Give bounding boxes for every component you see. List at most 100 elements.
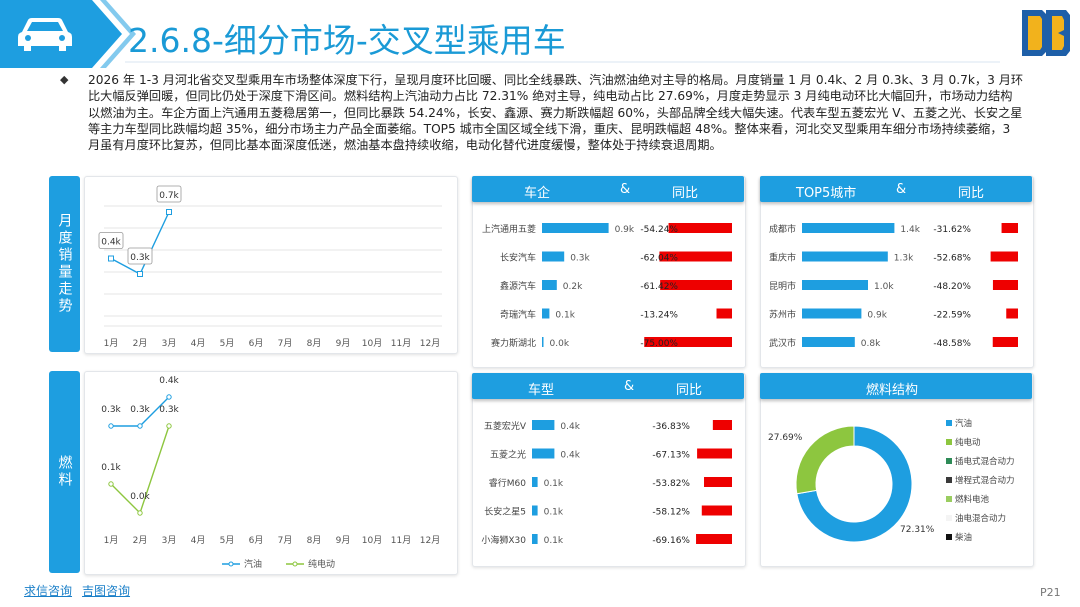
donut-slice <box>795 425 855 495</box>
value-label: 0.4k <box>560 422 580 432</box>
yoy-label: -22.59% <box>933 311 971 321</box>
x-tick-label: 3月 <box>162 535 177 546</box>
data-label: 0.7k <box>159 191 179 201</box>
data-label-box <box>156 185 182 203</box>
data-label: 0.3k <box>101 405 121 415</box>
legend-swatch <box>946 477 952 483</box>
data-label: 0.0k <box>130 492 150 502</box>
fuel-trend-chart: 1月 2月 3月 4月 5月 6月 7月 8月 9月 10月 11月 12月 0.3k 0.3k 0.4k 0… <box>101 376 440 570</box>
value-label: 0.9k <box>615 225 635 235</box>
city-bar-chart: 成都市 1.4k -31.62% 重庆市 1.3k -52.68% 昆明市 1.0k -48.2… <box>769 223 1018 349</box>
data-point <box>137 423 143 429</box>
row-label: 上汽通用五菱 <box>482 223 536 235</box>
yoy-bar <box>659 251 732 262</box>
yoy-bar <box>716 308 732 319</box>
brand-bar-chart: 上汽通用五菱 0.9k -54.24% 长安汽车 0.3k -62.04% 鑫源汽车 0.2k… <box>482 223 732 349</box>
data-label: 0.1k <box>101 463 121 473</box>
row-label: 长安汽车 <box>500 252 536 264</box>
row-label: 五菱宏光V <box>484 420 527 432</box>
x-tick-label: 4月 <box>191 338 206 349</box>
value-bar <box>532 420 555 430</box>
yoy-label: -48.20% <box>933 282 971 292</box>
legend-label: 增程式混合动力 <box>955 475 1015 486</box>
yoy-label: -31.62% <box>933 225 971 235</box>
legend-marker <box>228 561 234 567</box>
row-label: 成都市 <box>769 223 796 235</box>
data-label: 0.4k <box>159 376 179 386</box>
legend-label: 纯电动 <box>955 437 981 448</box>
data-label-box <box>127 247 153 265</box>
value-bar <box>542 337 544 347</box>
legend-swatch <box>946 496 952 502</box>
legend-label: 油电混合动力 <box>955 513 1006 524</box>
x-tick-label: 11月 <box>391 535 411 546</box>
data-label-box <box>98 232 124 249</box>
x-tick-label: 8月 <box>307 535 322 546</box>
side-label-monthly-sales: 月度销量走势 <box>49 176 80 352</box>
value-label: 0.2k <box>563 282 583 292</box>
x-tick-label: 10月 <box>362 338 382 349</box>
fuel-trend-panel <box>84 371 458 575</box>
footer-link-jitu[interactable]: 吉图咨询 <box>82 584 131 598</box>
x-tick-label: 7月 <box>278 535 293 546</box>
x-tick-label: 5月 <box>220 338 235 349</box>
x-tick-label: 1月 <box>104 338 119 349</box>
donut-slice <box>796 425 913 543</box>
value-bar <box>532 448 555 459</box>
value-label: 0.9k <box>867 311 887 321</box>
row-label: 昆明市 <box>769 280 796 292</box>
data-label: 0.3k <box>130 253 150 263</box>
legend-label: 汽油 <box>955 418 972 429</box>
city-table-header: TOP5城市 & 同比 <box>760 176 1032 202</box>
city-table-panel <box>760 176 1034 368</box>
x-tick-label: 6月 <box>249 338 264 349</box>
data-label: 0.3k <box>159 405 179 415</box>
page-number: P21 <box>1040 586 1061 599</box>
x-tick-label: 5月 <box>220 535 235 546</box>
brand-logo-icon <box>1022 10 1070 56</box>
legend-label: 燃料电池 <box>955 494 990 505</box>
row-label: 奇瑞汽车 <box>500 309 536 321</box>
footer-link-qiuxin[interactable]: 求信咨询 <box>24 584 73 598</box>
data-point <box>166 394 172 400</box>
value-bar <box>802 337 855 347</box>
yoy-bar <box>660 280 732 290</box>
x-tick-label: 10月 <box>362 535 382 546</box>
yoy-label: -58.12% <box>652 508 690 518</box>
yoy-bar <box>644 337 732 347</box>
yoy-label: -75.00% <box>640 339 678 349</box>
value-bar <box>802 280 868 290</box>
value-label: 1.0k <box>874 282 894 292</box>
x-tick-label: 9月 <box>336 338 351 349</box>
yoy-bar <box>712 420 732 430</box>
model-bar-chart: 五菱宏光V 0.4k -36.83% 五菱之光 0.4k -67.13% 睿行M60 0.1k… <box>481 420 732 546</box>
yoy-bar <box>1006 308 1018 319</box>
yoy-label: -48.58% <box>933 339 971 349</box>
slice-label: 72.31% <box>900 525 935 535</box>
yoy-bar <box>992 280 1018 290</box>
yoy-bar <box>992 337 1018 347</box>
value-label: 0.1k <box>544 508 564 518</box>
value-label: 0.1k <box>555 311 575 321</box>
x-tick-label: 9月 <box>336 535 351 546</box>
yoy-label: -36.83% <box>652 422 690 432</box>
brand-table-header: 车企 & 同比 <box>472 176 744 202</box>
x-tick-label: 4月 <box>191 535 206 546</box>
row-label: 苏州市 <box>769 309 796 321</box>
value-label: 1.4k <box>900 225 920 235</box>
yoy-bar <box>1001 223 1018 233</box>
yoy-label: -53.82% <box>652 479 690 489</box>
legend-swatch <box>946 515 952 521</box>
value-bar <box>542 280 557 290</box>
legend-label: 柴油 <box>955 532 972 543</box>
data-point <box>166 423 172 429</box>
value-label: 0.4k <box>560 451 580 461</box>
row-label: 赛力斯湖北 <box>491 337 536 349</box>
value-label: 1.3k <box>894 254 914 264</box>
x-tick-label: 12月 <box>420 338 440 349</box>
legend-label: 汽油 <box>244 558 262 570</box>
data-label: 0.4k <box>101 238 121 248</box>
legend-label: 纯电动 <box>308 558 335 570</box>
yoy-label: -62.04% <box>640 254 678 264</box>
bullet-icon: ◆ <box>60 73 69 86</box>
